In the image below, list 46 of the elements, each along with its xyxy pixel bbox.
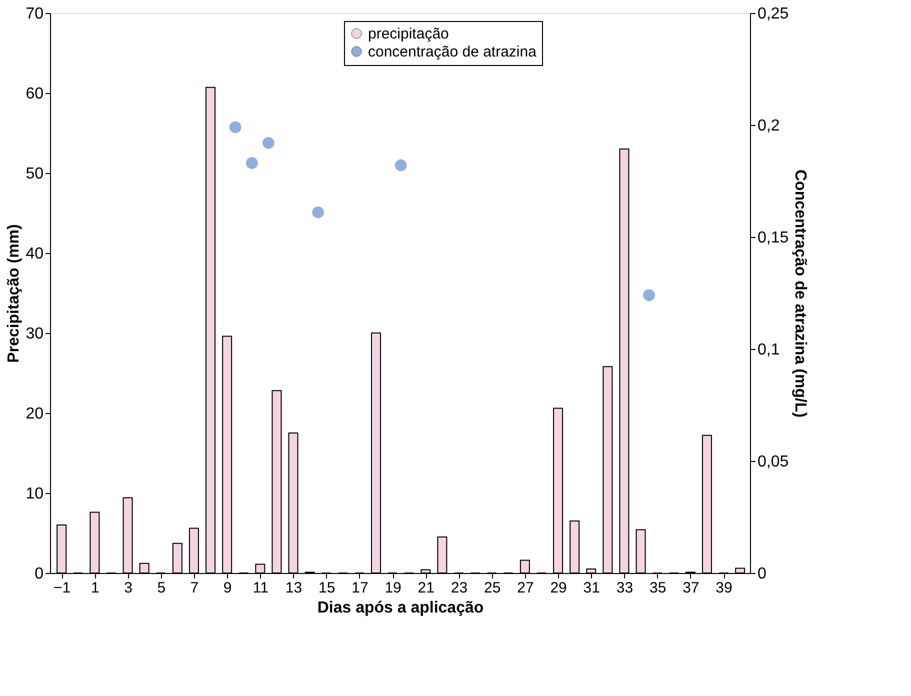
y-axis-title: Precipitação (mm)	[6, 224, 23, 363]
x-tick-label: 35	[649, 580, 666, 596]
y2-tick-label: 0,1	[758, 342, 780, 358]
x-tick-label: 25	[484, 580, 501, 596]
x-tick-label: 23	[450, 580, 468, 596]
x-tick-label: 11	[252, 580, 268, 596]
x-tick-label: −1	[54, 580, 71, 596]
y-tick-label: 10	[26, 486, 44, 502]
point	[643, 289, 655, 302]
y2-tick-label: 0,15	[758, 230, 789, 246]
x-tick-label: 19	[384, 580, 402, 596]
point	[229, 121, 242, 134]
x-tick-label: 33	[616, 580, 634, 596]
y-tick-label: 40	[26, 246, 44, 262]
x-tick-label: 21	[418, 580, 434, 596]
y-tick-label: 60	[26, 86, 44, 102]
legend-label: precipitação	[368, 26, 449, 42]
x-tick-label: 29	[550, 580, 567, 596]
legend-label: concentração de atrazina	[368, 44, 538, 60]
y-tick-label: 20	[26, 406, 44, 422]
y2-tick-label: 0,2	[758, 118, 780, 134]
y-tick-label: 50	[26, 166, 44, 182]
point	[312, 206, 324, 218]
x-tick-label: 1	[91, 580, 100, 596]
y-tick-label: 30	[26, 326, 44, 342]
x-tick-label: 7	[190, 580, 199, 596]
y2-axis-title: Concentração de atrazina (mg/L)	[792, 169, 809, 418]
point	[262, 137, 274, 149]
x-axis-title: Dias após a aplicação	[317, 600, 484, 616]
y-tick-label: 70	[26, 6, 44, 22]
y2-tick-label: 0	[758, 566, 766, 582]
x-tick-label: 39	[716, 580, 732, 596]
x-tick-label: 15	[318, 580, 336, 596]
x-tick-label: 17	[352, 580, 368, 596]
point	[394, 159, 407, 172]
x-tick-label: 27	[517, 580, 534, 596]
y2-tick-label: 0,05	[758, 454, 789, 470]
x-tick-label: 31	[583, 580, 600, 596]
x-tick-label: 37	[682, 580, 700, 596]
y2-tick-label: 0,25	[758, 6, 789, 22]
y-tick-label: 0	[34, 566, 44, 582]
x-tick-label: 5	[157, 580, 166, 596]
x-tick-label: 3	[124, 580, 132, 596]
x-tick-label: 13	[285, 580, 302, 596]
point	[246, 157, 258, 169]
x-tick-label: 9	[223, 580, 232, 596]
